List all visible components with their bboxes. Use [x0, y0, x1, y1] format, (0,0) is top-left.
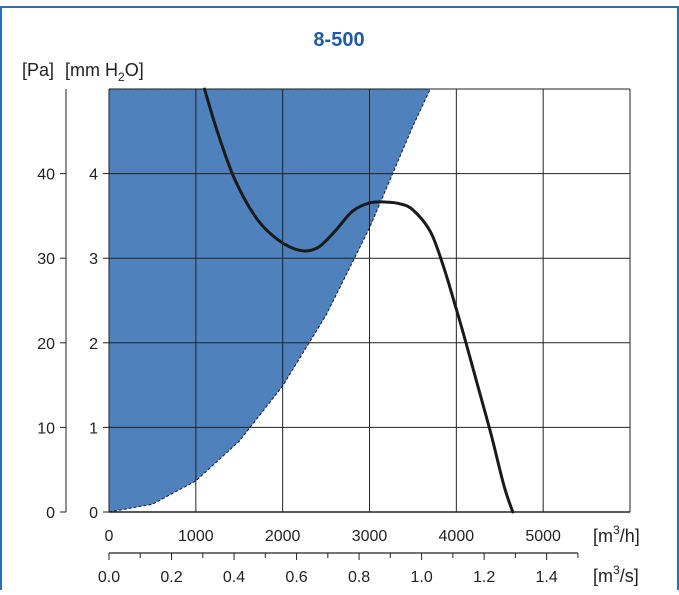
- x-tick-label-m3s: 0.0: [98, 569, 120, 586]
- x-tick-label-m3s: 1.4: [536, 569, 558, 586]
- y-axis-label: [Pa] [mm H2O]: [22, 60, 144, 84]
- chart-border: [0, 6, 679, 595]
- y-axis-label-mm-end: O]: [125, 60, 144, 80]
- x-tick-label-m3s: 0.8: [348, 569, 370, 586]
- x-unit-m3s-sup: 3: [613, 563, 620, 577]
- fan-curve-line: [203, 87, 515, 514]
- y-tick-label-pa: 20: [37, 336, 55, 353]
- x-tick-label-m3h: 5000: [525, 528, 561, 545]
- system-area-fill: [109, 89, 431, 512]
- y-tick-label-pa: 30: [37, 251, 55, 268]
- x-tick-label-m3s: 0.4: [223, 569, 245, 586]
- x-unit-m3h-end: /h]: [620, 526, 640, 546]
- x-tick-label-m3h: 2000: [265, 528, 301, 545]
- x-tick-label-m3h: 3000: [352, 528, 388, 545]
- chart-title: 8-500: [313, 29, 364, 51]
- x-tick-label-m3s: 1.0: [410, 569, 432, 586]
- y-axis-label-mm: [mm H: [65, 60, 118, 80]
- x-unit-m3s-base: [m: [593, 566, 613, 586]
- y-axis-label-pa: [Pa]: [22, 60, 54, 80]
- x-unit-m3h-sup: 3: [613, 523, 620, 537]
- y-tick-label-mm: 3: [89, 251, 98, 268]
- y-tick-label-pa: 0: [46, 505, 55, 522]
- x-tick-label-m3s: 0.6: [285, 569, 307, 586]
- x-tick-label-m3h: 4000: [439, 528, 475, 545]
- x-unit-m3h-base: [m: [593, 526, 613, 546]
- y-tick-label-mm: 0: [89, 505, 98, 522]
- y-axis-label-mm-sub: 2: [118, 70, 125, 84]
- y-tick-label-mm: 1: [89, 420, 98, 437]
- x-tick-label-m3s: 1.2: [473, 569, 495, 586]
- y-tick-label-pa: 40: [37, 167, 55, 184]
- x-axis-unit-m3s: [m3/s]: [593, 563, 639, 586]
- y-tick-label-mm: 4: [89, 167, 98, 184]
- system-curve-line: [108, 88, 431, 513]
- x-axis-unit-m3h: [m3/h]: [593, 523, 640, 546]
- y-tick-label-mm: 2: [89, 336, 98, 353]
- x-tick-label-m3h: 1000: [178, 528, 214, 545]
- x-tick-label-m3s: 0.2: [160, 569, 182, 586]
- x-unit-m3s-end: /s]: [620, 566, 639, 586]
- x-tick-label-m3h: 0: [105, 528, 114, 545]
- y-tick-label-pa: 10: [37, 420, 55, 437]
